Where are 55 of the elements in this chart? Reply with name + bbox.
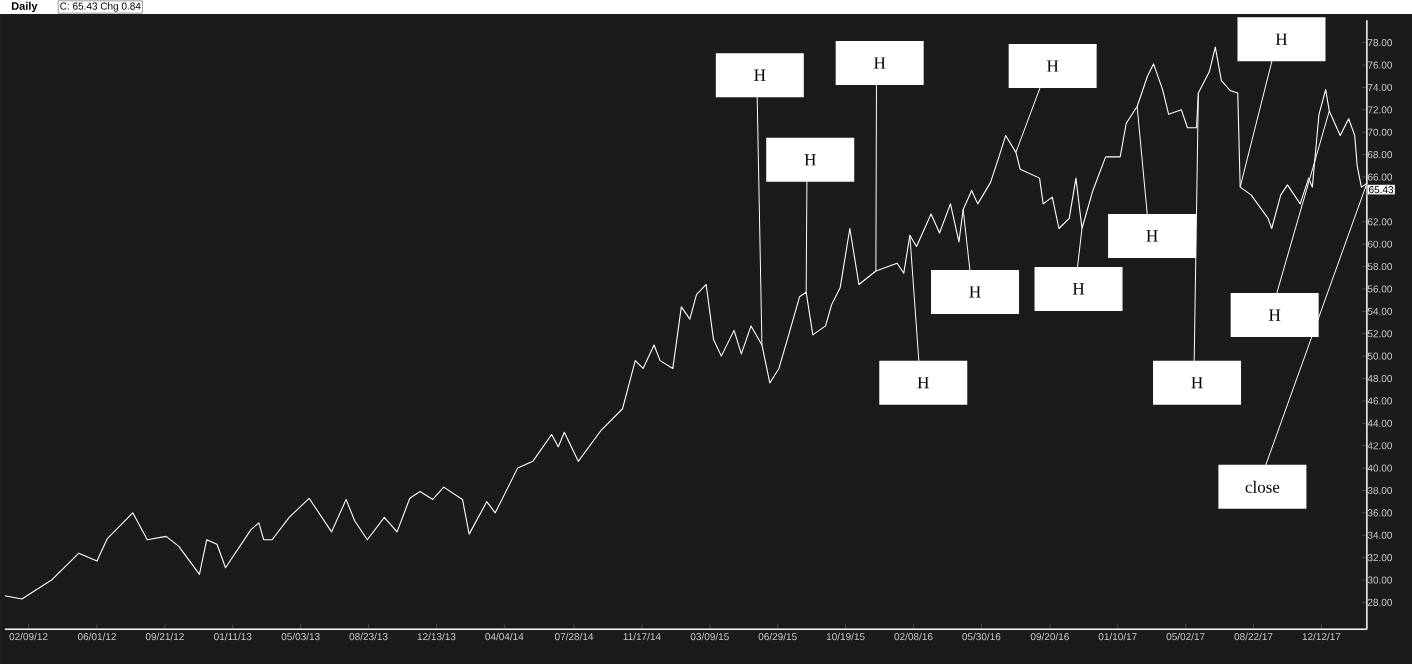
- x-tick-label: 11/17/14: [623, 632, 661, 641]
- annotation: close: [1245, 480, 1280, 493]
- x-tick-label: 07/28/14: [554, 632, 594, 641]
- annotation: H: [804, 154, 816, 166]
- y-tick-label: 62.00: [1367, 218, 1393, 226]
- x-tick-label: 05/03/13: [281, 632, 320, 641]
- annotation: H: [1275, 33, 1288, 45]
- annotation: 65.43: [1369, 186, 1394, 194]
- annotation: H: [969, 286, 981, 298]
- annotation: H: [874, 57, 886, 69]
- y-tick-label: 72.00: [1367, 106, 1393, 114]
- x-tick-label: 04/04/14: [485, 632, 524, 641]
- y-tick-label: 68.00: [1367, 151, 1393, 159]
- annotation: H: [1191, 377, 1203, 389]
- y-tick-label: 60.00: [1367, 240, 1393, 248]
- x-tick-label: 09/21/12: [145, 632, 184, 641]
- y-tick-label: 36.00: [1367, 509, 1393, 517]
- x-tick-label: 05/30/16: [962, 632, 1001, 641]
- x-tick-label: 08/22/17: [1234, 632, 1273, 641]
- y-tick-label: 52.00: [1367, 330, 1393, 338]
- annotation: H: [1072, 283, 1085, 295]
- x-tick-label: 06/01/12: [77, 632, 116, 641]
- y-tick-label: 38.00: [1367, 486, 1393, 494]
- y-tick-label: 56.00: [1367, 285, 1393, 293]
- y-tick-label: 76.00: [1367, 61, 1393, 69]
- y-tick-label: 32.00: [1367, 554, 1393, 562]
- y-tick-label: 74.00: [1367, 83, 1393, 91]
- chart-subtitle: C: 65.43 Chg 0.84: [60, 2, 141, 12]
- annotation: H: [754, 69, 766, 81]
- y-tick-label: 34.00: [1367, 531, 1393, 539]
- y-tick-label: 66.00: [1367, 173, 1393, 181]
- annotation: H: [917, 377, 929, 389]
- annotation: H: [1269, 309, 1281, 321]
- x-tick-label: 08/23/13: [349, 632, 388, 641]
- x-tick-label: 10/19/15: [826, 632, 865, 641]
- y-tick-label: 30.00: [1367, 576, 1393, 584]
- x-tick-label: 03/09/15: [690, 632, 729, 641]
- annotation: H: [1146, 230, 1158, 242]
- y-tick-label: 58.00: [1367, 263, 1393, 271]
- y-tick-label: 78.00: [1367, 39, 1393, 47]
- x-tick-label: 01/10/17: [1098, 632, 1137, 641]
- y-tick-label: 28.00: [1367, 598, 1393, 606]
- x-tick-label: 12/13/13: [417, 632, 456, 641]
- x-tick-label: 02/09/12: [9, 632, 48, 641]
- x-tick-label: 02/08/16: [894, 632, 933, 641]
- annotation: H: [1047, 60, 1059, 72]
- x-tick-label: 05/02/17: [1166, 632, 1205, 641]
- y-tick-label: 70.00: [1367, 128, 1393, 136]
- y-tick-label: 50.00: [1367, 352, 1393, 360]
- x-tick-label: 09/20/16: [1030, 632, 1069, 641]
- x-tick-label: 12/12/17: [1302, 632, 1341, 641]
- y-tick-label: 54.00: [1367, 307, 1393, 315]
- chart-title: Daily: [11, 1, 38, 13]
- x-tick-label: 06/29/15: [758, 632, 797, 641]
- x-tick-label: 01/11/13: [214, 632, 252, 641]
